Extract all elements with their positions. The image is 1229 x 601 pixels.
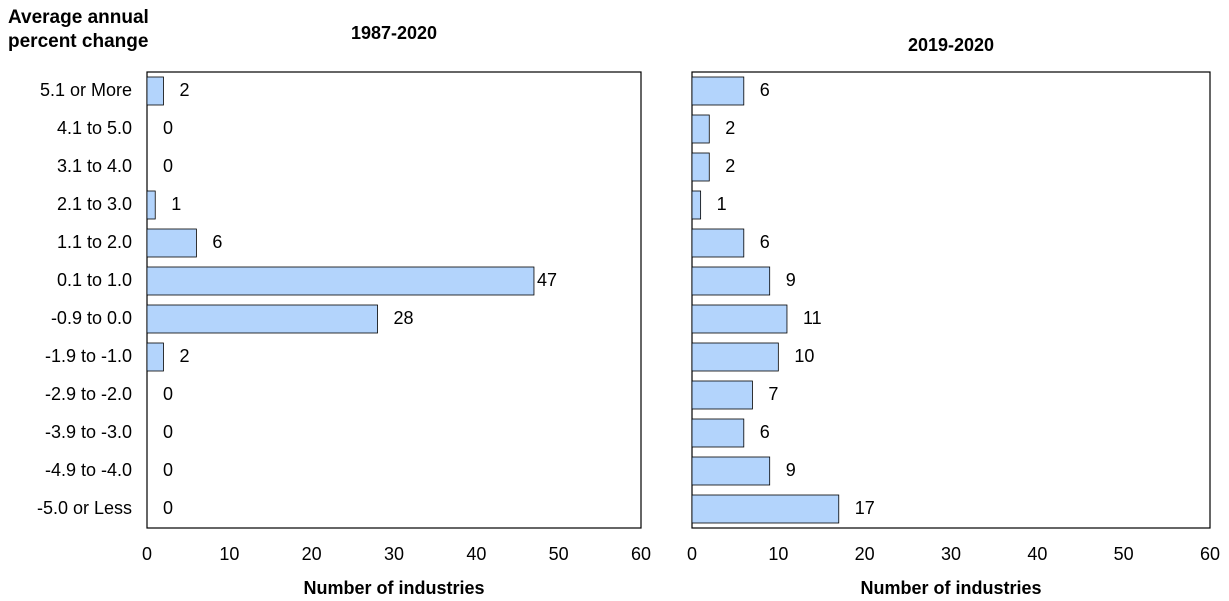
bar bbox=[691, 380, 753, 410]
bar bbox=[146, 266, 535, 296]
chart-title: 1987-2020 bbox=[351, 23, 437, 43]
x-tick-label: 50 bbox=[549, 544, 569, 564]
x-tick-label: 50 bbox=[1114, 544, 1134, 564]
value-label: 6 bbox=[760, 80, 770, 100]
plot-frame bbox=[691, 71, 1211, 529]
value-label: 0 bbox=[163, 156, 173, 176]
value-label: 6 bbox=[760, 232, 770, 252]
x-tick-label: 10 bbox=[768, 544, 788, 564]
bar bbox=[146, 304, 378, 334]
x-tick-label: 60 bbox=[1200, 544, 1220, 564]
bar bbox=[146, 76, 164, 106]
value-label: 2 bbox=[179, 80, 189, 100]
value-label: 11 bbox=[803, 308, 822, 328]
bar bbox=[691, 152, 710, 182]
value-label: 7 bbox=[768, 384, 778, 404]
value-label: 9 bbox=[786, 270, 796, 290]
x-axis-title: Number of industries bbox=[303, 578, 484, 598]
bar bbox=[146, 190, 156, 220]
bar bbox=[691, 228, 745, 258]
bar bbox=[691, 418, 745, 448]
value-label: 1 bbox=[717, 194, 727, 214]
bar bbox=[146, 228, 197, 258]
y-tick-label: -1.9 to -1.0 bbox=[45, 346, 132, 366]
x-axis-title: Number of industries bbox=[860, 578, 1041, 598]
y-tick-label: -3.9 to -3.0 bbox=[45, 422, 132, 442]
value-label: 1 bbox=[171, 194, 181, 214]
x-tick-label: 0 bbox=[687, 544, 697, 564]
bar bbox=[691, 266, 771, 296]
y-tick-label: -2.9 to -2.0 bbox=[45, 384, 132, 404]
bar bbox=[691, 342, 779, 372]
x-tick-label: 10 bbox=[219, 544, 239, 564]
value-label: 47 bbox=[537, 270, 557, 290]
y-tick-label: 4.1 to 5.0 bbox=[57, 118, 132, 138]
value-label: 28 bbox=[394, 308, 414, 328]
chart-title: 2019-2020 bbox=[908, 35, 994, 55]
bar bbox=[691, 494, 840, 524]
bar bbox=[691, 114, 710, 144]
x-tick-label: 40 bbox=[1027, 544, 1047, 564]
value-label: 2 bbox=[179, 346, 189, 366]
value-label: 9 bbox=[786, 460, 796, 480]
value-label: 0 bbox=[163, 460, 173, 480]
value-label: 6 bbox=[760, 422, 770, 442]
y-tick-label: 0.1 to 1.0 bbox=[57, 270, 132, 290]
bar bbox=[146, 342, 164, 372]
x-tick-label: 30 bbox=[941, 544, 961, 564]
value-label: 0 bbox=[163, 422, 173, 442]
y-tick-label: -4.9 to -4.0 bbox=[45, 460, 132, 480]
x-tick-label: 20 bbox=[302, 544, 322, 564]
y-tick-label: -0.9 to 0.0 bbox=[51, 308, 132, 328]
bar bbox=[691, 304, 788, 334]
value-label: 6 bbox=[212, 232, 222, 252]
y-tick-label: 1.1 to 2.0 bbox=[57, 232, 132, 252]
bar bbox=[691, 456, 771, 486]
y-tick-label: 5.1 or More bbox=[40, 80, 132, 100]
y-tick-label: 2.1 to 3.0 bbox=[57, 194, 132, 214]
x-tick-label: 0 bbox=[142, 544, 152, 564]
value-label: 0 bbox=[163, 118, 173, 138]
x-tick-label: 20 bbox=[855, 544, 875, 564]
x-tick-label: 30 bbox=[384, 544, 404, 564]
x-tick-label: 60 bbox=[631, 544, 651, 564]
value-label: 2 bbox=[725, 156, 735, 176]
bar bbox=[691, 190, 702, 220]
plot-frame bbox=[146, 71, 642, 529]
value-label: 10 bbox=[794, 346, 814, 366]
y-tick-label: 3.1 to 4.0 bbox=[57, 156, 132, 176]
y-axis-title: Average annual percent change bbox=[8, 7, 149, 52]
x-tick-label: 40 bbox=[466, 544, 486, 564]
value-label: 2 bbox=[725, 118, 735, 138]
y-tick-label: -5.0 or Less bbox=[37, 498, 132, 518]
value-label: 17 bbox=[855, 498, 875, 518]
value-label: 0 bbox=[163, 498, 173, 518]
bar bbox=[691, 76, 745, 106]
value-label: 0 bbox=[163, 384, 173, 404]
